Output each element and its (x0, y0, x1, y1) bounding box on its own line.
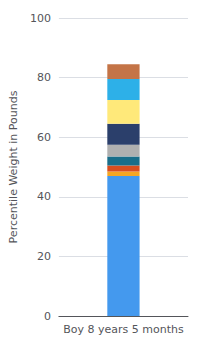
svg-text:80: 80 (37, 71, 51, 84)
svg-text:Boy 8 years 5 months: Boy 8 years 5 months (63, 323, 184, 336)
svg-text:60: 60 (37, 131, 51, 144)
svg-text:100: 100 (30, 12, 51, 25)
svg-text:20: 20 (37, 250, 51, 263)
svg-text:0: 0 (44, 310, 51, 323)
svg-text:Percentile Weight in Pounds: Percentile Weight in Pounds (7, 90, 20, 243)
svg-text:40: 40 (37, 190, 51, 203)
